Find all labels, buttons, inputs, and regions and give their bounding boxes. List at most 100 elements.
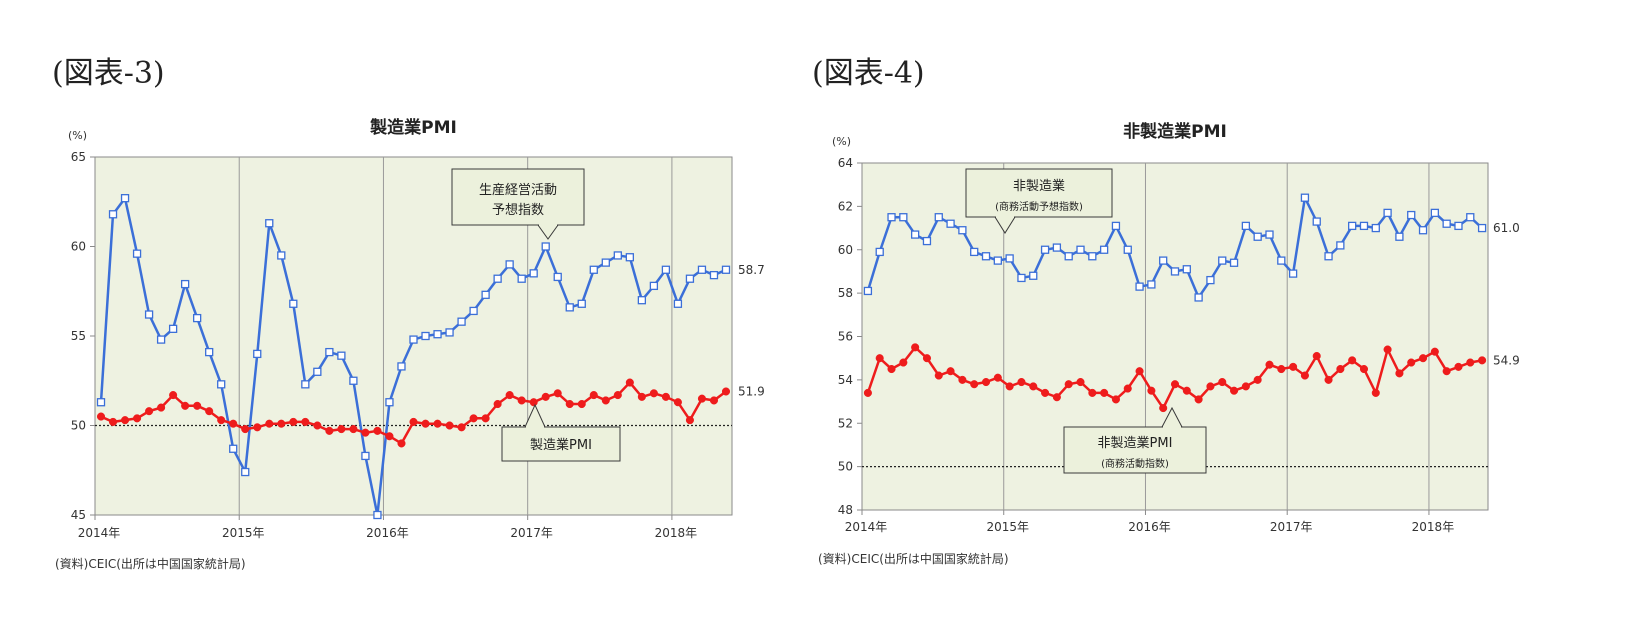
data-point-square [1466, 213, 1475, 222]
data-point-circle [1454, 362, 1463, 371]
data-point-square [1288, 269, 1298, 278]
data-point-circle [661, 392, 670, 401]
y-tick-label: 60 [71, 240, 86, 254]
data-point-square [96, 398, 106, 407]
y-tick-label: 52 [838, 416, 853, 430]
data-point-circle [922, 354, 932, 363]
data-point-circle [1241, 382, 1250, 391]
data-point-circle [601, 396, 610, 405]
callout-text: 予想指数 [492, 202, 544, 218]
data-point-square [899, 213, 908, 222]
data-point-square [970, 247, 979, 257]
x-tick-label: 2017年 [510, 526, 553, 540]
data-point-square [1253, 232, 1262, 241]
data-point-square [493, 274, 502, 283]
data-point-circle [993, 373, 1002, 382]
data-point-circle [1111, 395, 1120, 404]
data-point-circle [1289, 362, 1298, 371]
data-point-square [373, 510, 382, 520]
data-point-circle [577, 399, 586, 409]
data-point-square [637, 296, 647, 305]
data-point-square [469, 306, 478, 316]
data-point-square [217, 380, 226, 389]
data-point-circle [887, 364, 896, 374]
data-point-square [1170, 267, 1180, 276]
data-point-circle [1005, 382, 1014, 391]
x-tick-label: 2018年 [1412, 520, 1455, 534]
data-point-circle [181, 401, 190, 410]
data-point-circle [373, 426, 382, 435]
end-value-label: 54.9 [1493, 353, 1520, 367]
y-tick-label: 55 [71, 329, 86, 343]
data-point-circle [899, 358, 908, 367]
data-point-square [205, 347, 214, 357]
data-point-circle [1147, 386, 1156, 395]
callout-text: 製造業PMI [530, 437, 592, 453]
x-tick-label: 2016年 [1128, 520, 1171, 534]
callout-box: 非製造業PMI (商務活動指数) [1063, 406, 1207, 474]
data-point-square [1477, 223, 1487, 233]
data-point-circle [217, 416, 226, 425]
data-point-circle [589, 391, 598, 400]
data-point-square [1135, 282, 1144, 291]
data-point-circle [1348, 356, 1357, 365]
data-point-square [541, 242, 550, 251]
x-tick-label: 2016年 [366, 526, 409, 540]
data-point-square [863, 286, 873, 296]
data-point-circle [409, 417, 418, 426]
data-point-circle [529, 398, 538, 407]
data-point-square [229, 444, 238, 453]
x-tick-label: 2018年 [655, 526, 698, 540]
data-point-circle [253, 423, 262, 432]
y-tick-label: 65 [71, 150, 86, 164]
data-point-square [457, 317, 466, 326]
series-expectation-index [96, 194, 731, 520]
data-point-square [565, 303, 574, 312]
series-pmi [863, 343, 1487, 413]
data-point-square [168, 324, 178, 333]
data-point-square [1064, 252, 1073, 261]
end-value-label: 61.0 [1493, 221, 1520, 235]
figure-label-4: (図表-4) [812, 56, 925, 91]
data-point-circle [169, 391, 178, 400]
data-point-square [1088, 252, 1097, 261]
data-point-square [445, 328, 454, 337]
data-point-square [661, 265, 671, 274]
data-point-circle [1383, 345, 1392, 354]
data-point-circle [469, 414, 478, 423]
data-point-circle [1088, 388, 1097, 397]
data-point-circle [457, 423, 466, 432]
data-point-circle [685, 416, 694, 425]
chart-title: 製造業PMI [369, 117, 457, 138]
data-point-square [589, 265, 598, 274]
data-point-square [1383, 208, 1392, 218]
data-point-circle [205, 407, 214, 416]
data-point-square [337, 351, 346, 360]
data-point-circle [1052, 393, 1061, 402]
data-point-circle [721, 387, 731, 396]
callout-rect [451, 168, 585, 226]
data-point-circle [1336, 364, 1345, 374]
data-point-square [934, 213, 943, 222]
data-point-square [409, 335, 418, 344]
data-point-square [1454, 221, 1463, 231]
data-point-circle [1466, 358, 1475, 367]
data-point-square [1182, 265, 1191, 274]
chart-title: 非製造業PMI [1123, 121, 1227, 142]
data-point-square [911, 230, 920, 239]
data-point-circle [481, 414, 490, 423]
callout-text: 生産経営活動 [479, 182, 557, 198]
y-tick-label: 54 [838, 373, 853, 387]
data-point-circle [946, 367, 955, 376]
data-point-circle [1253, 375, 1262, 384]
data-point-square [697, 265, 707, 274]
data-point-square [1371, 223, 1380, 233]
end-value-label: 58.7 [738, 263, 765, 277]
callout-rect [501, 426, 621, 462]
data-point-circle [301, 417, 310, 426]
data-point-circle [637, 392, 646, 401]
data-point-square [193, 313, 202, 323]
data-point-square [361, 451, 370, 461]
data-point-circle [958, 375, 967, 384]
data-point-square [1052, 243, 1062, 252]
